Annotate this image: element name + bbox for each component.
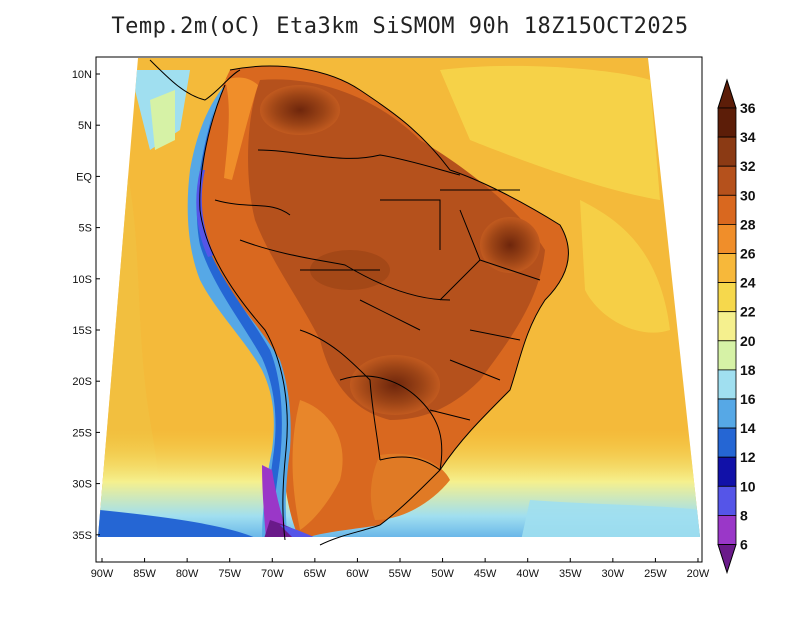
colorbar-swatch — [717, 369, 737, 400]
colorbar-swatch — [717, 194, 737, 225]
colorbar-swatch — [717, 282, 737, 313]
lon-label: 55W — [389, 568, 412, 580]
lat-label: 25S — [72, 427, 92, 439]
colorbar-label: 32 — [740, 158, 756, 174]
colorbar-swatch — [717, 223, 737, 254]
lat-label: 30S — [72, 479, 92, 491]
colorbar-swatch — [717, 253, 737, 284]
lon-label: 30W — [602, 568, 625, 580]
lon-label: 90W — [91, 568, 114, 580]
lon-label: 80W — [176, 568, 199, 580]
colorbar-label: 18 — [740, 362, 756, 378]
colorbar-swatch — [717, 485, 737, 516]
colorbar-label: 26 — [740, 246, 756, 262]
lat-label: 5N — [78, 120, 92, 132]
temperature-field — [98, 58, 700, 537]
colorbar-swatch — [717, 398, 737, 429]
lon-label: 70W — [261, 568, 284, 580]
lon-label: 40W — [516, 568, 539, 580]
lat-label: 15S — [72, 325, 92, 337]
lon-label: 45W — [474, 568, 497, 580]
colorbar-swatch — [717, 515, 737, 545]
colorbar-swatch — [717, 427, 737, 458]
colorbar-label: 36 — [740, 100, 756, 116]
colorbar-swatch — [717, 456, 737, 487]
lat-label: 5S — [79, 223, 92, 235]
colorbar-label: 24 — [740, 275, 756, 291]
lat-label: EQ — [76, 171, 92, 183]
colorbar-label: 10 — [740, 478, 756, 494]
colorbar-label: 34 — [740, 129, 756, 145]
colorbar-label: 16 — [740, 391, 756, 407]
colorbar-swatch — [717, 165, 737, 196]
longitude-axis: 90W 85W 80W 75W 70W 65W 60W 55W 50W 45W 40W 35W 30W 2… — [91, 558, 710, 580]
colorbar-label: 30 — [740, 187, 756, 203]
colorbar-swatch — [717, 107, 737, 138]
lat-label: 20S — [72, 376, 92, 388]
colorbar-swatch — [717, 340, 737, 371]
lon-label: 85W — [133, 568, 156, 580]
colorbar-label: 28 — [740, 216, 756, 232]
colorbar-swatch — [717, 311, 737, 342]
colorbar-swatch — [717, 136, 737, 167]
lon-label: 20W — [687, 568, 710, 580]
lat-label: 10S — [72, 274, 92, 286]
colorbar-label: 12 — [740, 449, 756, 465]
lon-label: 75W — [218, 568, 241, 580]
lon-label: 60W — [346, 568, 369, 580]
colorbar-label: 14 — [740, 420, 756, 436]
latitude-axis: 10N 5N EQ 5S 10S 15S 20S 25S 30S 35S — [72, 69, 100, 542]
hot-interior — [248, 79, 545, 421]
map-title: Temp.2m(oC) Eta3km SiSMOM 90h 18Z15OCT20… — [111, 14, 689, 39]
lon-label: 35W — [559, 568, 582, 580]
lon-label: 25W — [644, 568, 667, 580]
lat-label: 35S — [72, 530, 92, 542]
colorbar-label: 22 — [740, 304, 756, 320]
lon-label: 50W — [431, 568, 454, 580]
colorbar-label: 8 — [740, 507, 748, 523]
country-borders — [149, 59, 569, 546]
colorbar: 36 34 32 30 28 26 24 22 20 18 16 14 12 10 8 6 — [717, 78, 756, 575]
lon-label: 65W — [304, 568, 327, 580]
colorbar-label: 20 — [740, 333, 756, 349]
colorbar-top-arrow — [717, 78, 737, 109]
lat-label: 10N — [72, 69, 92, 81]
colorbar-bottom-arrow — [717, 544, 737, 575]
colorbar-label: 6 — [740, 537, 748, 553]
